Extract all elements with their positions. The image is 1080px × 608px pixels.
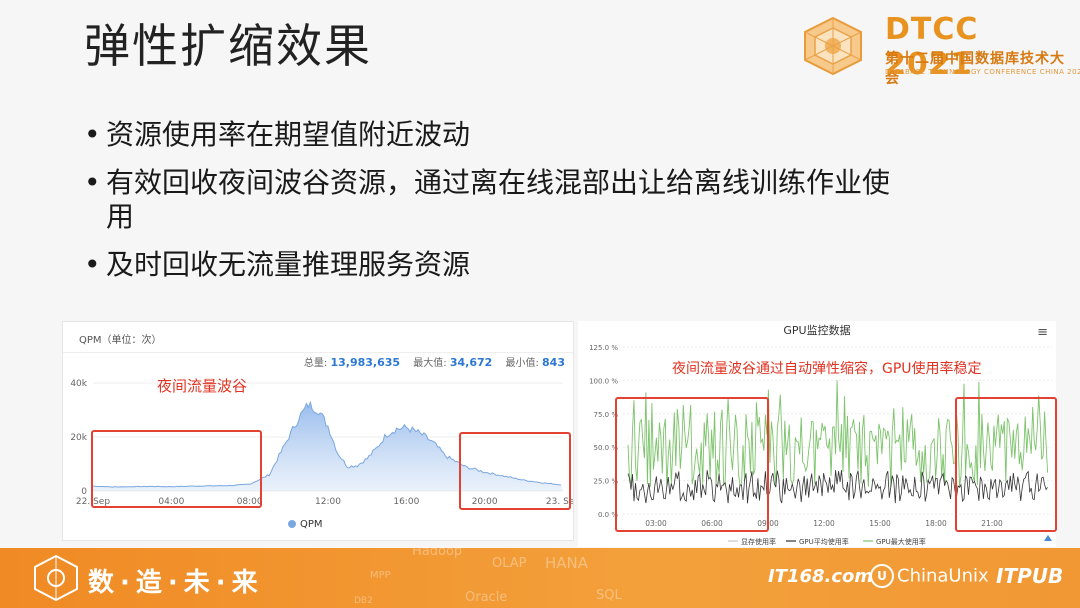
y-tick-label: 40k bbox=[70, 379, 87, 389]
dtcc-logo: DTCC 2021 第十二届中国数据库技术大会 DATABASE TECHNOL… bbox=[797, 10, 1080, 87]
bullet-item: • 资源使用率在期望值附近波动 bbox=[84, 118, 471, 151]
x-tick-label: 08:00 bbox=[237, 497, 263, 507]
total-value: 13,983,635 bbox=[330, 356, 401, 369]
gpu-max-line bbox=[627, 380, 1049, 488]
logo-main-text: DTCC 2021 bbox=[885, 12, 979, 82]
x-tick-label: 21:00 bbox=[981, 519, 1003, 528]
x-tick-label: 20:00 bbox=[472, 497, 498, 507]
bullet-list: • 资源使用率在期望值附近波动 • 有效回收夜间波谷资源，通过离在线混部出让给离线训… bbox=[84, 118, 1004, 296]
logo-en-text: DATABASE TECHNOLOGY CONFERENCE CHINA 202… bbox=[885, 68, 1080, 76]
min-label: 最小值: bbox=[505, 358, 539, 369]
legend-label: 显存使用率 bbox=[741, 537, 776, 546]
bullet-item: • 及时回收无流量推理服务资源 bbox=[84, 248, 471, 281]
bg-word: OLAP bbox=[492, 556, 527, 571]
qpm-area bbox=[93, 402, 563, 491]
legend-label: GPU最大使用率 bbox=[876, 537, 926, 546]
scroll-triangle-icon bbox=[1044, 535, 1052, 541]
qpm-annotation: 夜间流量波谷 bbox=[157, 377, 248, 395]
qpm-chart: 0 20k 40k 22. Sep 04:00 08:00 12:00 16:00 20:00 2… bbox=[70, 379, 573, 530]
qpm-chart-panel: QPM（单位：次） 总量: 13,983,635 最大值: 34,672 最小值… bbox=[62, 321, 574, 541]
bullet-text: 资源使用率在期望值附近波动 bbox=[106, 118, 471, 151]
max-value: 34,672 bbox=[449, 356, 493, 369]
bg-word: Oracle bbox=[465, 590, 508, 605]
bullet-text: 及时回收无流量推理服务资源 bbox=[106, 248, 471, 281]
x-tick-label: 16:00 bbox=[393, 497, 419, 507]
legend-qpm-marker bbox=[288, 520, 296, 528]
x-tick-label: 15:00 bbox=[869, 519, 891, 528]
bg-word: MPP bbox=[370, 570, 391, 581]
qpm-night-box-right bbox=[459, 432, 571, 510]
sponsor-itpub: ITPUB bbox=[996, 564, 1064, 588]
x-tick-label: 18:00 bbox=[925, 519, 947, 528]
x-tick-label: 03:00 bbox=[645, 519, 667, 528]
min-value: 843 bbox=[542, 356, 565, 369]
bg-word: Hadoop bbox=[412, 548, 463, 559]
qpm-panel-title: QPM（单位：次） bbox=[79, 335, 162, 346]
bullet-text: 有效回收夜间波谷资源，通过离在线混部出让给离线训练作业使 用 bbox=[106, 166, 891, 233]
footer-banner: 数·造·未·来 Hadoop OLAP HANA MPP Oracle SQL … bbox=[0, 548, 1080, 608]
x-tick-label: 23. Sep bbox=[546, 497, 573, 507]
y-tick-label: 100.0 % bbox=[589, 377, 618, 385]
x-tick-label: 04:00 bbox=[158, 497, 184, 507]
y-tick-label: 25.0 % bbox=[594, 478, 619, 486]
gpu-chart: 0.0 % 25.0 % 50.0 % 75.0 % 100.0 % 125.0 % 03:… bbox=[589, 344, 1052, 546]
gpu-night-box-left bbox=[615, 397, 769, 532]
gpu-avg-line bbox=[627, 470, 1048, 504]
logo-cn-text: 第十二届中国数据库技术大会 bbox=[885, 51, 1065, 87]
y-tick-label: 125.0 % bbox=[589, 344, 618, 352]
y-tick-label: 0 bbox=[81, 487, 87, 497]
sponsor-chinaunix-text: ChinaUnix bbox=[897, 565, 989, 587]
x-tick-label: 06:00 bbox=[701, 519, 723, 528]
gpu-annotation: 夜间流量波谷通过自动弹性缩容，GPU使用率稳定 bbox=[672, 361, 982, 377]
panel-divider bbox=[63, 352, 573, 353]
x-tick-label: 22. Sep bbox=[76, 497, 110, 507]
legend-label: GPU平均使用率 bbox=[799, 537, 849, 546]
qpm-line bbox=[92, 400, 562, 488]
gpu-night-box-right bbox=[955, 397, 1057, 532]
sponsor-it168: IT168.com bbox=[768, 566, 874, 587]
legend-qpm-label: QPM bbox=[300, 519, 323, 530]
hamburger-menu-icon[interactable]: ≡ bbox=[1037, 325, 1048, 340]
x-tick-label: 12:00 bbox=[813, 519, 835, 528]
footer-emblem-icon bbox=[34, 554, 78, 602]
max-label: 最大值: bbox=[413, 358, 447, 369]
dtcc-emblem-icon bbox=[804, 16, 862, 76]
y-tick-label: 50.0 % bbox=[594, 444, 619, 452]
gpu-chart-panel: GPU监控数据 ≡ 0.0 % 25.0 % 50.0 % 75.0 % 100.0 %… bbox=[578, 321, 1056, 547]
qpm-stats: 总量: 13,983,635 最大值: 34,672 最小值: 843 bbox=[304, 354, 565, 369]
sponsor-chinaunix: U ChinaUnix bbox=[870, 564, 989, 588]
footer-slogan: 数·造·未·来 bbox=[88, 568, 264, 598]
total-label: 总量: bbox=[303, 358, 328, 369]
y-tick-label: 0.0 % bbox=[598, 511, 618, 519]
chinaunix-logo-icon: U bbox=[870, 564, 894, 588]
x-tick-label: 12:00 bbox=[315, 497, 341, 507]
bg-word: DB2 bbox=[354, 596, 373, 606]
qpm-night-box-left bbox=[91, 430, 262, 508]
gpu-panel-title: GPU监控数据 bbox=[783, 324, 851, 337]
bg-word: HANA bbox=[545, 554, 589, 572]
y-tick-label: 75.0 % bbox=[594, 411, 619, 419]
slide-title: 弹性扩缩效果 bbox=[84, 19, 372, 73]
y-tick-label: 20k bbox=[70, 433, 87, 443]
bullet-item: • 有效回收夜间波谷资源，通过离在线混部出让给离线训练作业使 用 bbox=[84, 166, 891, 233]
bg-word: SQL bbox=[596, 588, 622, 603]
